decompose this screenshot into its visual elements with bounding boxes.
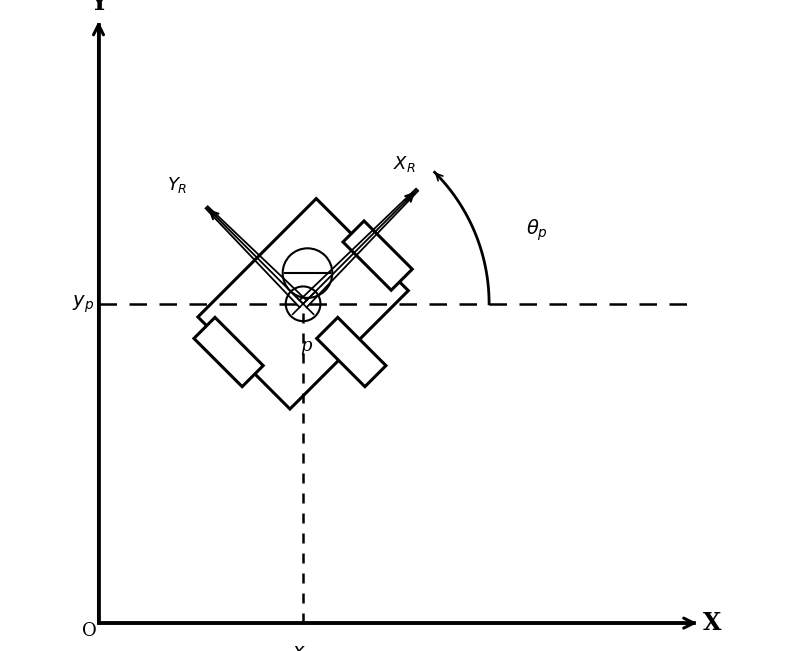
Text: $X_R$: $X_R$ bbox=[393, 154, 416, 174]
Text: Y: Y bbox=[90, 0, 107, 16]
Polygon shape bbox=[343, 221, 413, 290]
Text: $x_p$: $x_p$ bbox=[292, 644, 314, 651]
Polygon shape bbox=[194, 318, 263, 387]
Text: $Y_R$: $Y_R$ bbox=[167, 175, 188, 195]
Text: X: X bbox=[703, 611, 722, 635]
Text: p: p bbox=[300, 337, 312, 355]
Text: O: O bbox=[82, 622, 97, 640]
Polygon shape bbox=[317, 318, 386, 387]
Text: $y_p$: $y_p$ bbox=[72, 293, 94, 314]
Text: $\theta_p$: $\theta_p$ bbox=[527, 217, 549, 243]
